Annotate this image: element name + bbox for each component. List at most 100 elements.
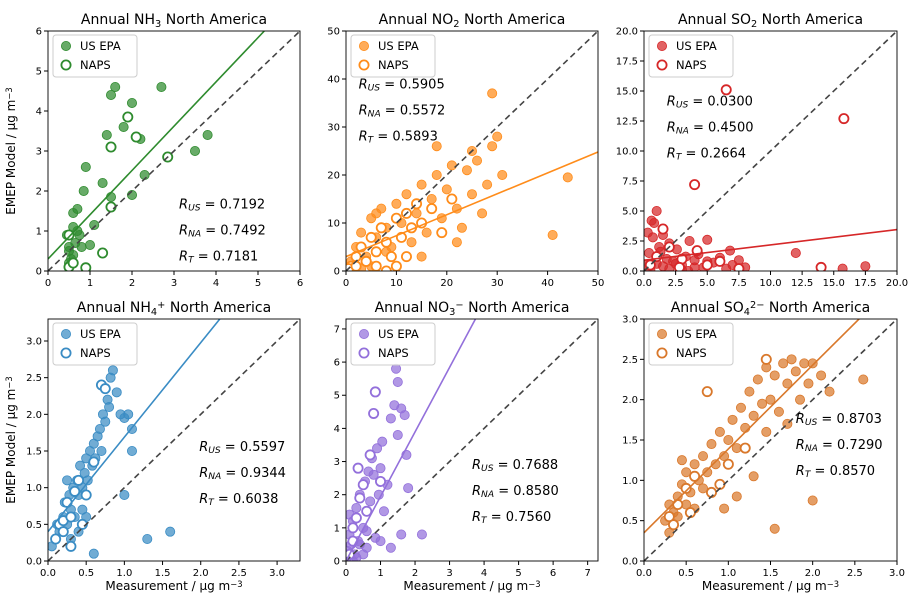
filled-marker xyxy=(75,460,86,471)
filled-marker xyxy=(735,402,746,413)
legend-marker xyxy=(358,347,370,359)
y-tick-label: 5 xyxy=(334,391,340,402)
x-tick-label: 4 xyxy=(213,278,219,289)
annotation: RUS = 0.5905 xyxy=(359,78,445,94)
text-part: North America xyxy=(460,12,566,28)
open-marker xyxy=(370,260,382,271)
x-tick-label: 2.5 xyxy=(231,568,247,579)
filled-marker xyxy=(765,394,776,405)
y-tick-label: 0.5 xyxy=(26,520,42,531)
y-tick-label: 15.0 xyxy=(616,87,638,98)
filled-marker xyxy=(189,145,200,156)
filled-marker xyxy=(97,177,108,188)
y-tick-label: 3.0 xyxy=(26,337,42,348)
annotation: RUS = 0.7192 xyxy=(179,198,265,214)
filled-marker xyxy=(416,529,427,540)
annotation: RNA = 0.7290 xyxy=(796,438,883,454)
y-tick-label: 20 xyxy=(327,171,340,182)
filled-marker xyxy=(416,179,427,190)
filled-marker xyxy=(748,471,759,482)
x-tick-label: 5 xyxy=(515,568,521,579)
open-marker xyxy=(838,113,850,125)
annotation-value: = 0.7688 xyxy=(493,458,558,473)
y-tick-label: 50 xyxy=(327,27,340,38)
text-part: −3 xyxy=(4,376,14,388)
legend-marker xyxy=(60,59,72,71)
annotation-var: R xyxy=(359,104,368,119)
filled-marker xyxy=(392,376,403,387)
x-tick-label: 5 xyxy=(255,278,261,289)
open-marker xyxy=(105,141,117,153)
open-marker xyxy=(122,111,134,123)
open-marker xyxy=(369,386,381,398)
legend-marker xyxy=(358,59,370,71)
annotation: RNA = 0.5572 xyxy=(359,104,446,120)
x-tick-label: 15.0 xyxy=(823,278,845,289)
annotation-value: = 0.7181 xyxy=(194,250,259,265)
x-tick-label: 0.5 xyxy=(78,568,94,579)
annotation-sub: US xyxy=(208,446,221,456)
y-tick-label: 0 xyxy=(334,557,340,568)
x-tick-label: 1 xyxy=(377,568,383,579)
annotation-value: = 0.5905 xyxy=(380,78,445,93)
plot-area xyxy=(346,31,598,271)
text-part: Annual SO xyxy=(671,300,744,316)
annotation-sub: NA xyxy=(368,110,381,120)
filled-marker xyxy=(451,237,462,248)
annotation-var: R xyxy=(667,94,676,109)
legend-marker xyxy=(61,41,72,52)
x-tick-label: 1.0 xyxy=(116,568,132,579)
x-tick-label: 3.0 xyxy=(269,568,285,579)
y-tick-label: 2.0 xyxy=(622,395,638,406)
text-part: −3 xyxy=(230,579,242,589)
y-tick-label: 10 xyxy=(327,219,340,230)
fit-line xyxy=(644,228,897,261)
legend: US EPA NAPS xyxy=(648,34,734,78)
x-tick-label: 0 xyxy=(343,568,349,579)
annotation-sub: NA xyxy=(481,490,494,500)
text-part: Measurement / μg m xyxy=(403,579,528,593)
chart-title: Annual NH3 North America xyxy=(81,12,267,30)
open-marker xyxy=(657,223,669,235)
filled-marker xyxy=(416,251,427,262)
legend-label: NAPS xyxy=(80,346,111,360)
filled-marker xyxy=(837,263,848,271)
annotation-sub: NA xyxy=(676,127,689,137)
filled-marker xyxy=(100,416,111,427)
open-marker xyxy=(80,489,92,501)
filled-marker xyxy=(111,387,122,398)
x-axis-label: Measurement / μg m−3 xyxy=(702,579,839,593)
text-part: 4 xyxy=(151,307,157,318)
x-tick-label: 0.0 xyxy=(636,568,652,579)
filled-marker xyxy=(710,459,721,470)
filled-marker xyxy=(89,219,100,230)
legend-label: US EPA xyxy=(80,39,121,53)
filled-marker xyxy=(85,239,96,250)
filled-marker xyxy=(757,398,768,409)
annotation-value: = 0.5597 xyxy=(221,440,286,455)
filled-marker xyxy=(769,370,780,381)
open-marker xyxy=(361,505,373,517)
annotation: RUS = 0.8703 xyxy=(796,412,882,428)
filled-marker xyxy=(547,229,558,240)
annotation-var: R xyxy=(199,440,208,455)
text-part: + xyxy=(157,300,165,311)
y-tick-label: 2 xyxy=(36,187,42,198)
x-tick-label: 1 xyxy=(87,278,93,289)
annotation-value: = 0.7492 xyxy=(201,224,266,239)
filled-marker xyxy=(74,229,85,240)
filled-marker xyxy=(803,378,814,389)
legend: US EPA NAPS xyxy=(648,322,734,366)
annotation-value: = 0.7560 xyxy=(487,510,552,525)
x-tick-label: 2.0 xyxy=(805,568,821,579)
annotation-value: = 0.8570 xyxy=(810,464,875,479)
x-tick-label: 2 xyxy=(129,278,135,289)
filled-marker xyxy=(411,208,422,219)
y-tick-label: 7.5 xyxy=(622,177,638,188)
filled-marker xyxy=(127,98,138,109)
filled-marker xyxy=(72,203,83,214)
filled-marker xyxy=(119,489,130,500)
legend: US EPA NAPS xyxy=(52,34,138,78)
x-tick-label: 0 xyxy=(343,278,349,289)
